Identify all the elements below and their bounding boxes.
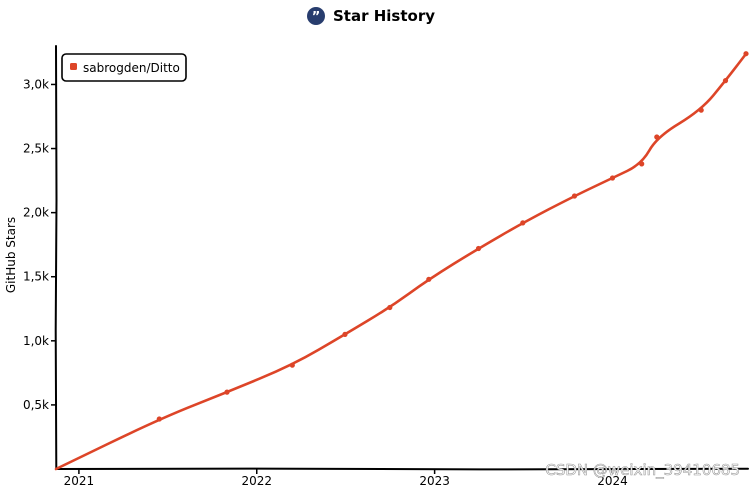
data-point bbox=[426, 276, 432, 282]
data-point bbox=[639, 161, 645, 167]
legend: sabrogden/Ditto bbox=[61, 53, 187, 82]
data-point bbox=[571, 193, 578, 199]
data-point bbox=[387, 304, 393, 311]
series-line-0 bbox=[54, 52, 748, 471]
y-tick-label: 1,0k bbox=[23, 334, 49, 348]
data-point bbox=[224, 389, 230, 395]
legend-box bbox=[61, 53, 187, 82]
data-point bbox=[289, 362, 295, 368]
x-tick-label: 2023 bbox=[419, 474, 450, 488]
data-point bbox=[698, 107, 704, 113]
x-tick-label: 2022 bbox=[241, 474, 272, 488]
data-point bbox=[743, 51, 749, 57]
chart-title-group: ” Star History bbox=[307, 7, 435, 25]
chart-title: Star History bbox=[333, 7, 435, 25]
watermark: CSDN @weixin_39410685 bbox=[545, 461, 740, 480]
data-point bbox=[654, 134, 660, 140]
data-point bbox=[342, 331, 348, 337]
y-tick-label: 2,0k bbox=[23, 206, 49, 220]
x-tick-label: 2024 bbox=[597, 474, 628, 488]
data-point bbox=[156, 416, 162, 422]
data-point bbox=[722, 78, 729, 84]
y-axis-label: GitHub Stars bbox=[4, 217, 18, 293]
y-ticks: 0,5k 1,0k 1,5k 2,0k 2,5k 3,0k bbox=[23, 77, 56, 412]
x-ticks: 2021 2022 2023 2024 bbox=[64, 469, 628, 488]
data-point bbox=[609, 175, 616, 181]
legend-label: sabrogden/Ditto bbox=[83, 61, 180, 75]
y-tick-label: 0,5k bbox=[23, 398, 49, 412]
y-axis-line bbox=[54, 45, 58, 470]
y-tick-label: 1,5k bbox=[23, 270, 49, 284]
y-tick-label: 3,0k bbox=[23, 77, 49, 91]
data-point bbox=[475, 245, 482, 252]
legend-swatch bbox=[70, 63, 77, 70]
data-point bbox=[520, 220, 526, 226]
series-layer bbox=[54, 51, 749, 471]
quote-icon bbox=[307, 7, 325, 25]
axes bbox=[54, 45, 749, 471]
quote-icon-glyph: ” bbox=[312, 10, 321, 25]
x-tick-label: 2021 bbox=[64, 474, 95, 488]
y-tick-label: 2,5k bbox=[23, 142, 49, 156]
x-axis-line bbox=[55, 467, 749, 471]
